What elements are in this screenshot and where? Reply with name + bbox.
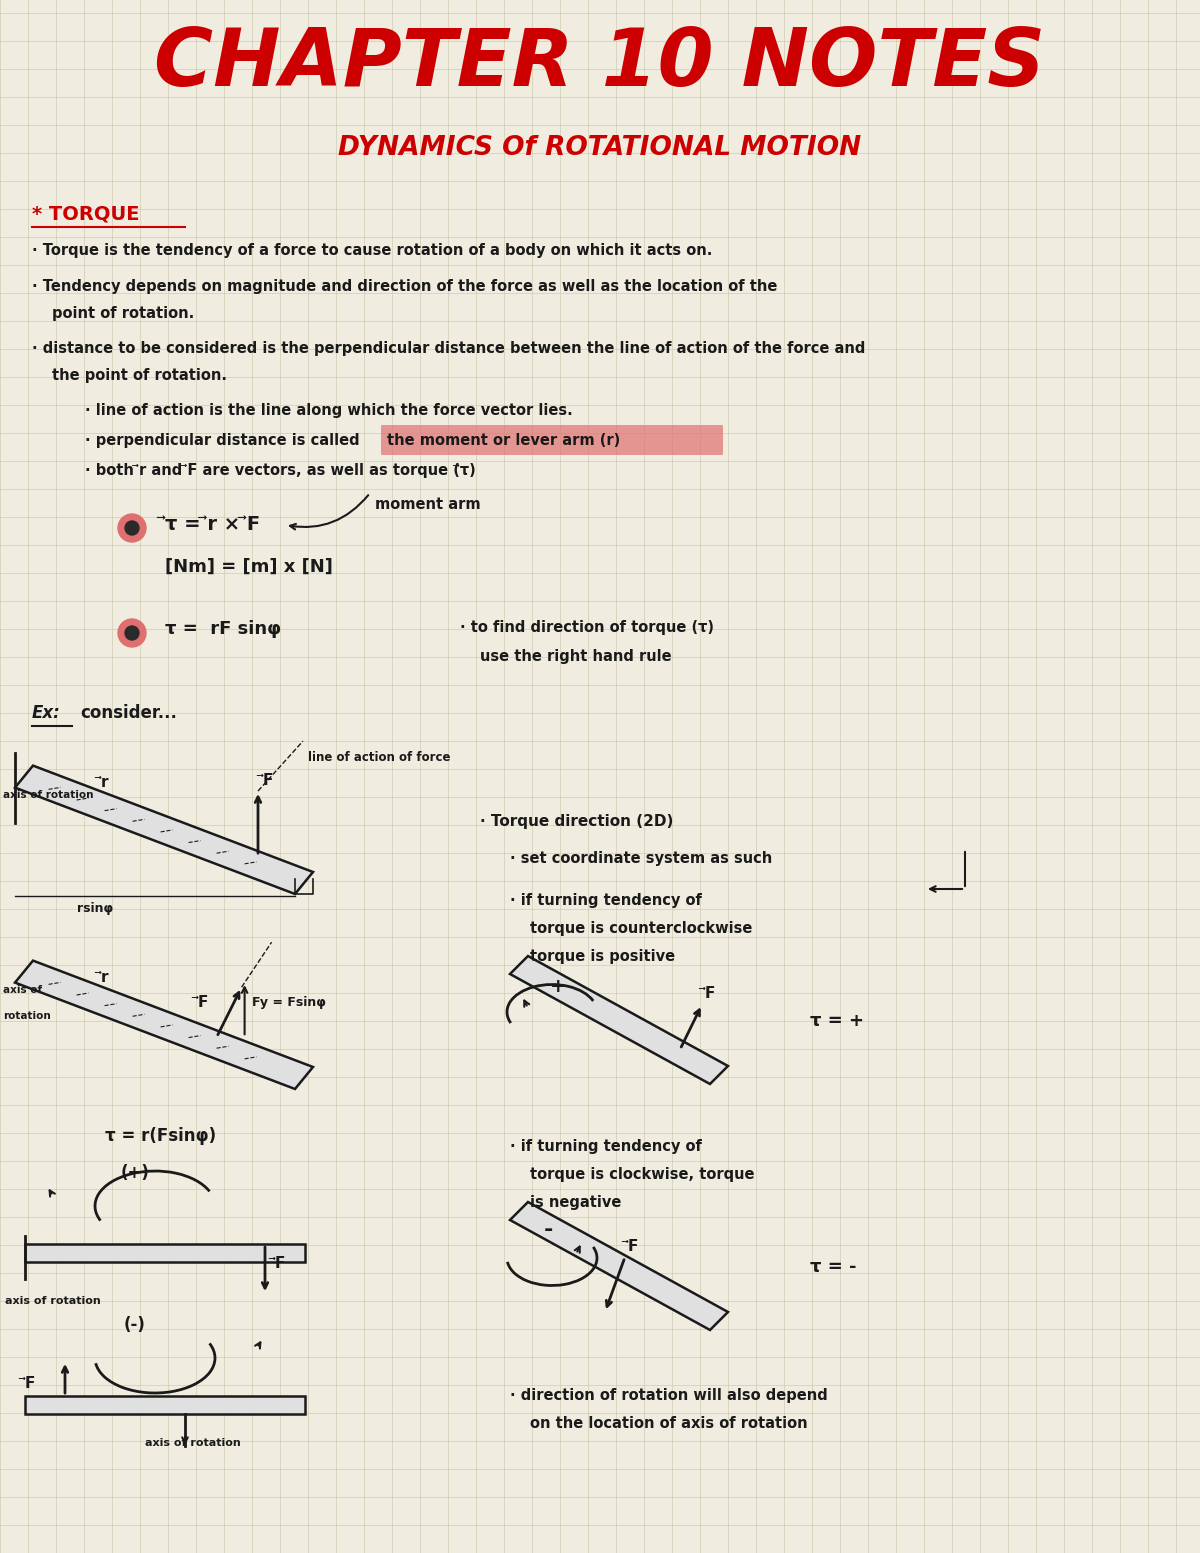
Text: DYNAMICS Of ROTATIONAL MOTION: DYNAMICS Of ROTATIONAL MOTION xyxy=(338,135,862,162)
Text: Ex:: Ex: xyxy=(32,704,61,722)
Text: · Torque is the tendency of a force to cause rotation of a body on which it acts: · Torque is the tendency of a force to c… xyxy=(32,242,713,258)
Text: axis of rotation: axis of rotation xyxy=(5,1297,101,1306)
Text: Fy = Fsinφ: Fy = Fsinφ xyxy=(252,995,325,1009)
Polygon shape xyxy=(14,961,313,1089)
Text: +: + xyxy=(550,977,566,995)
Text: is negative: is negative xyxy=(530,1194,622,1210)
Text: consider...: consider... xyxy=(80,704,176,722)
Text: · distance to be considered is the perpendicular distance between the line of ac: · distance to be considered is the perpe… xyxy=(32,342,865,356)
Text: torque is positive: torque is positive xyxy=(530,949,676,964)
Text: line of action of force: line of action of force xyxy=(308,752,450,764)
Text: torque is clockwise, torque: torque is clockwise, torque xyxy=(530,1166,755,1182)
Text: · line of action is the line along which the force vector lies.: · line of action is the line along which… xyxy=(85,402,572,418)
Text: · Torque direction (2D): · Torque direction (2D) xyxy=(480,814,673,829)
Text: [Nm] = [m] x [N]: [Nm] = [m] x [N] xyxy=(166,558,332,576)
Polygon shape xyxy=(25,1396,305,1413)
Text: · direction of rotation will also depend: · direction of rotation will also depend xyxy=(510,1388,828,1402)
Text: ⃗F: ⃗F xyxy=(199,995,209,1009)
Text: axis of rotation: axis of rotation xyxy=(2,789,94,800)
Text: ⃗r: ⃗r xyxy=(101,775,109,790)
Circle shape xyxy=(125,626,139,640)
FancyBboxPatch shape xyxy=(382,426,722,455)
Text: the moment or lever arm (r): the moment or lever arm (r) xyxy=(386,433,620,447)
Text: · if turning tendency of: · if turning tendency of xyxy=(510,893,702,909)
Text: τ = -: τ = - xyxy=(810,1258,857,1277)
Text: use the right hand rule: use the right hand rule xyxy=(480,649,672,665)
Polygon shape xyxy=(25,1244,305,1263)
Text: * TORQUE: * TORQUE xyxy=(32,205,139,224)
Text: point of rotation.: point of rotation. xyxy=(52,306,194,321)
Text: ⃗F: ⃗F xyxy=(263,773,274,787)
Text: on the location of axis of rotation: on the location of axis of rotation xyxy=(530,1416,808,1430)
Text: the point of rotation.: the point of rotation. xyxy=(52,368,227,384)
Text: · perpendicular distance is called: · perpendicular distance is called xyxy=(85,433,365,447)
Text: · set coordinate system as such: · set coordinate system as such xyxy=(510,851,773,867)
Text: τ = r(Fsinφ): τ = r(Fsinφ) xyxy=(106,1127,216,1145)
Text: τ =  rF sinφ: τ = rF sinφ xyxy=(166,620,281,638)
Polygon shape xyxy=(510,957,728,1084)
Text: ⃗F: ⃗F xyxy=(628,1239,638,1253)
Text: · if turning tendency of: · if turning tendency of xyxy=(510,1138,702,1154)
Polygon shape xyxy=(510,1202,728,1329)
Text: ⃗τ = ⃗r × ⃗F: ⃗τ = ⃗r × ⃗F xyxy=(166,516,260,534)
Text: torque is counterclockwise: torque is counterclockwise xyxy=(530,921,752,936)
Text: ⃗F: ⃗F xyxy=(275,1256,286,1272)
Circle shape xyxy=(118,514,146,542)
Text: -: - xyxy=(544,1221,553,1239)
Text: ⃗F: ⃗F xyxy=(25,1376,35,1391)
Text: CHAPTER 10 NOTES: CHAPTER 10 NOTES xyxy=(155,25,1045,102)
Text: τ = +: τ = + xyxy=(810,1013,864,1030)
Text: rotation: rotation xyxy=(2,1011,50,1020)
Text: · Tendency depends on magnitude and direction of the force as well as the locati: · Tendency depends on magnitude and dire… xyxy=(32,280,778,294)
Text: · to find direction of torque (τ): · to find direction of torque (τ) xyxy=(460,620,714,635)
Text: moment arm: moment arm xyxy=(374,497,481,512)
Text: ⃗F: ⃗F xyxy=(706,986,715,1002)
Text: ⃗r: ⃗r xyxy=(101,971,109,986)
Text: · both ⃗r and ⃗F are vectors, as well as torque (⃗τ): · both ⃗r and ⃗F are vectors, as well as… xyxy=(85,463,475,478)
Text: (-): (-) xyxy=(124,1315,146,1334)
Text: (+): (+) xyxy=(120,1165,150,1182)
Text: axis of rotation: axis of rotation xyxy=(145,1438,241,1447)
Circle shape xyxy=(125,520,139,534)
Polygon shape xyxy=(14,766,313,895)
Circle shape xyxy=(118,620,146,648)
Text: rsinφ: rsinφ xyxy=(77,902,113,915)
Text: axis of: axis of xyxy=(2,985,42,994)
